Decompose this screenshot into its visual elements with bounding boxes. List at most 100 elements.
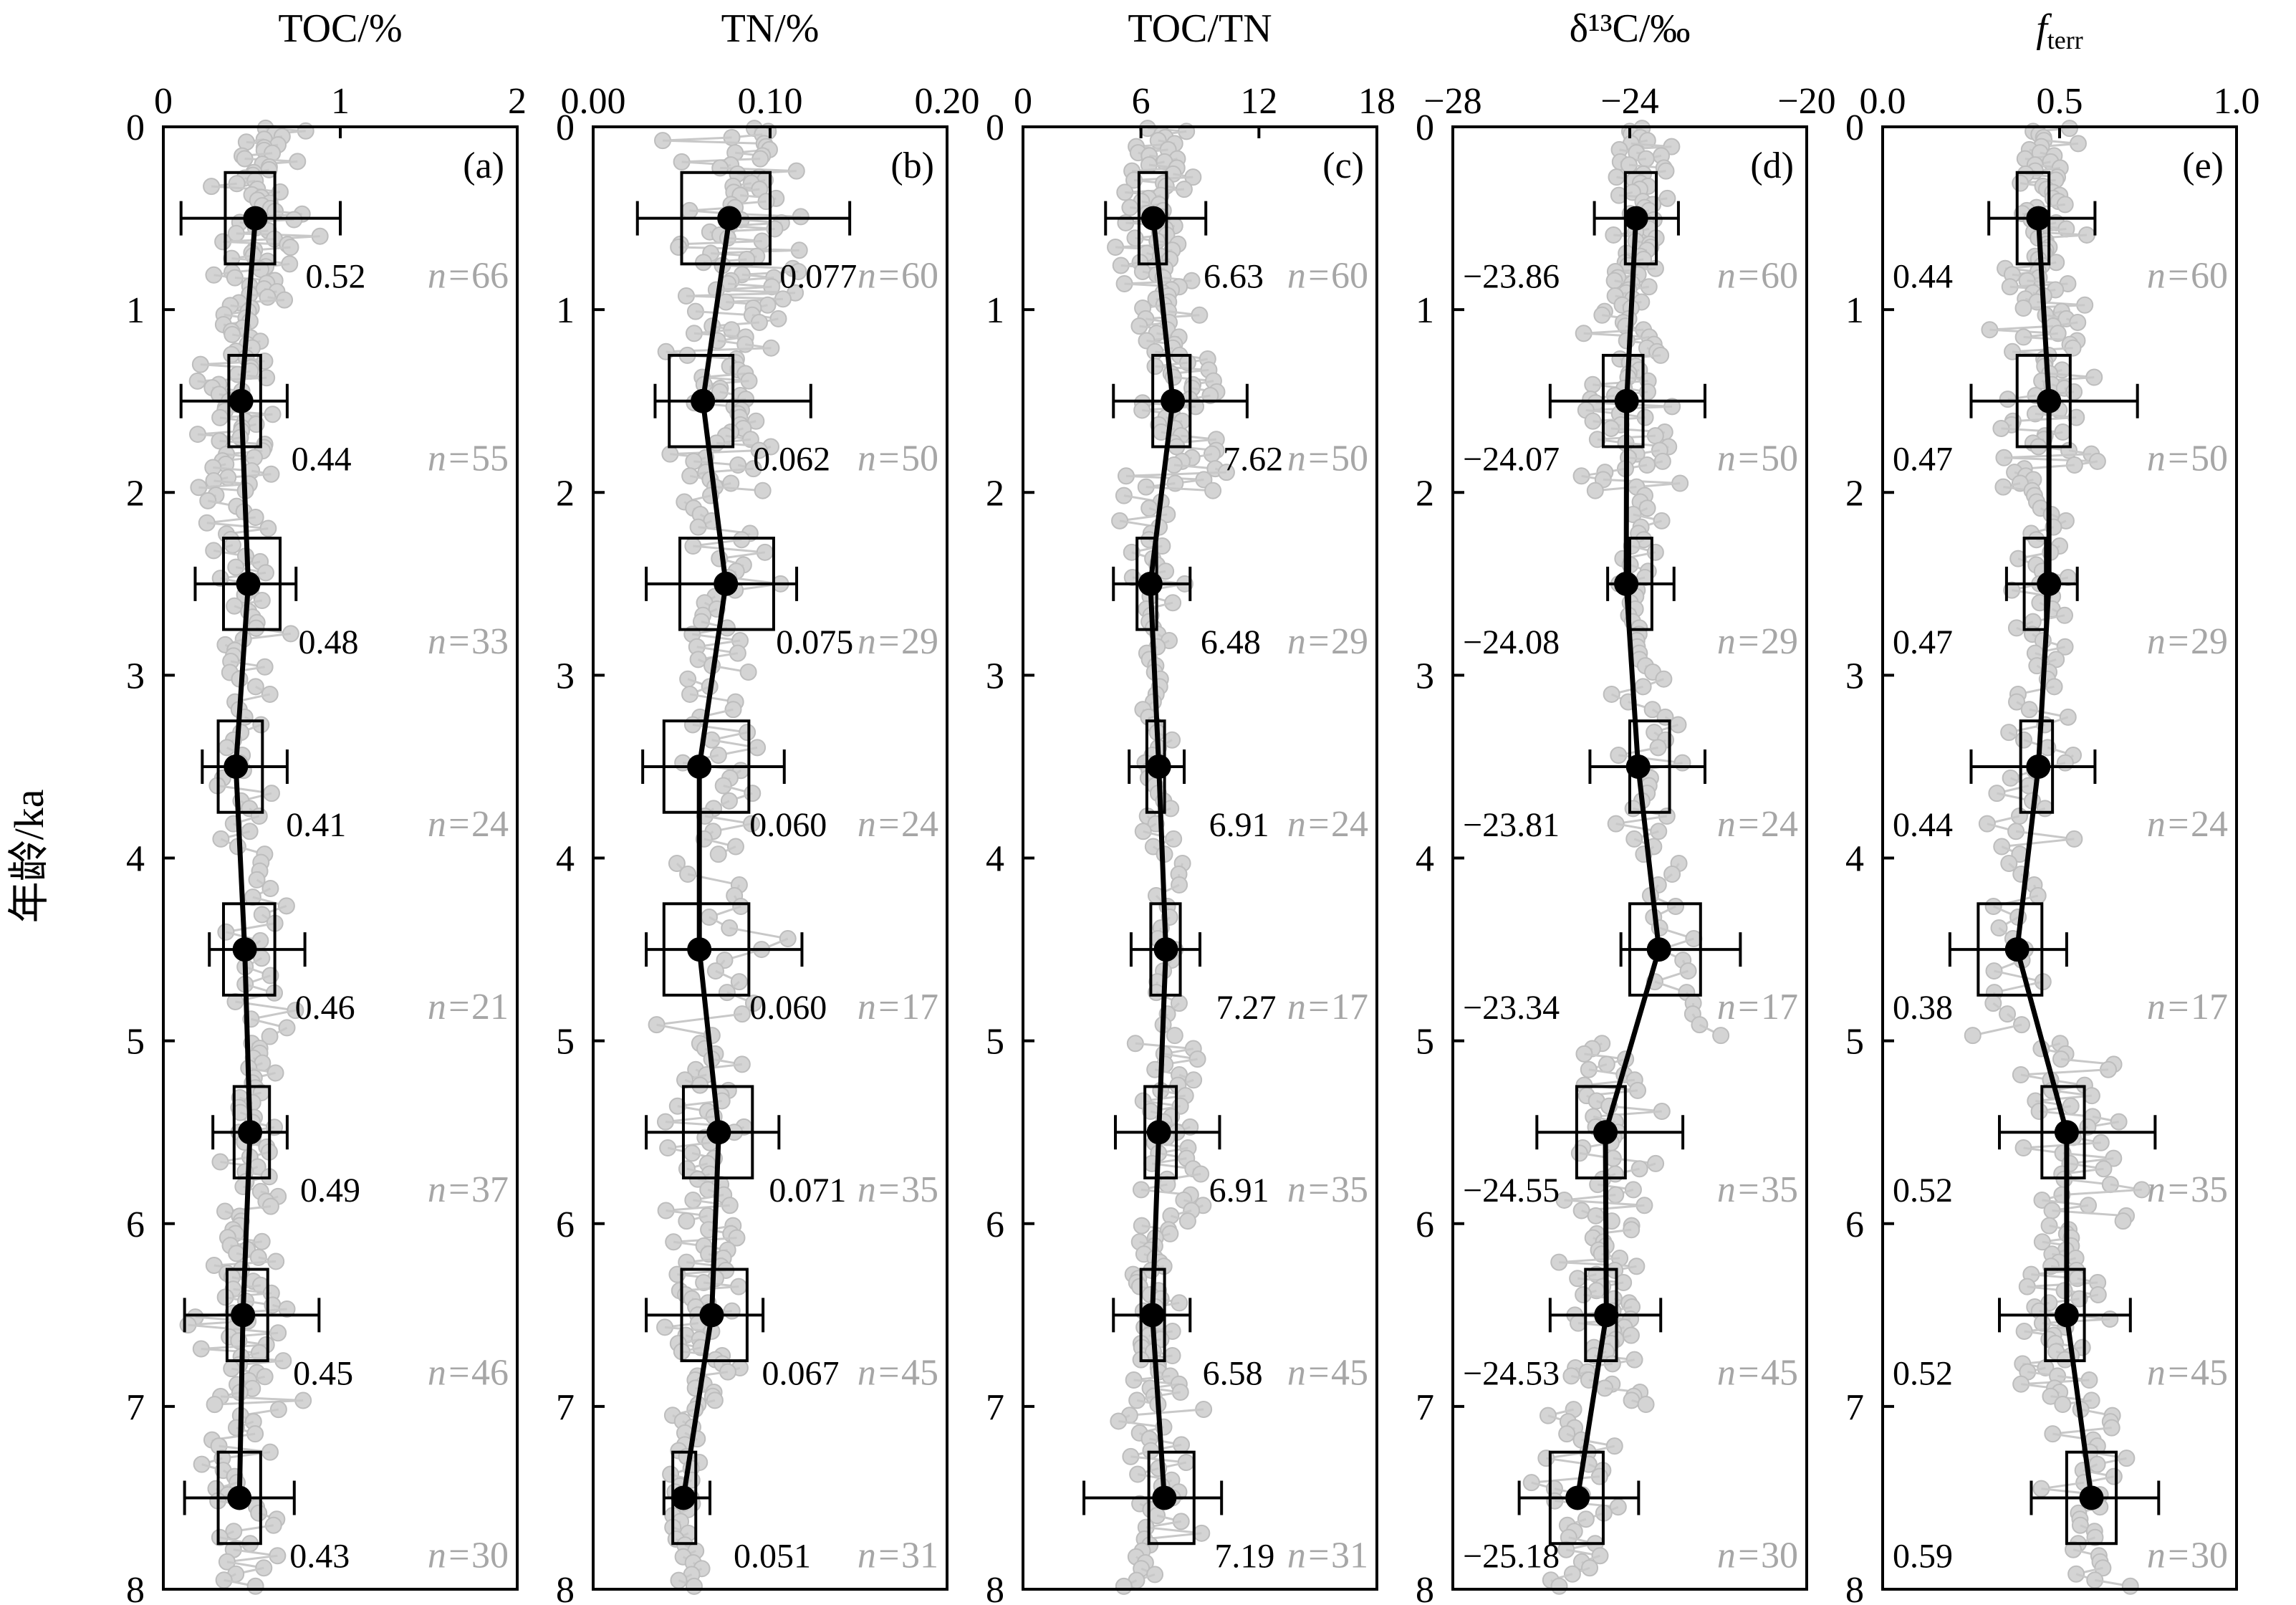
mean-point [243,206,268,231]
mean-line [2014,218,2094,1498]
panel-letter: (c) [1322,145,1364,186]
sample-link [678,246,799,251]
mean-point [231,1303,256,1328]
y-tick-label: 1 [556,290,575,331]
bin-2 [653,353,812,449]
bin-5 [645,902,804,997]
sample-count-value: 35 [1331,1169,1368,1210]
iqr-box [1628,902,1702,997]
mean-value-label: 6.48 [1201,623,1261,661]
iqr-box [678,537,775,631]
mean-value-label: 0.52 [1893,1172,1953,1209]
sample-count-value: 21 [471,987,509,1027]
sample-count-label: n=31 [858,1535,938,1576]
sample-count-label: n=35 [1287,1169,1368,1210]
iqr-box [2019,719,2055,814]
sample-count-label: n=37 [428,1169,509,1210]
sample-link [1531,1475,1600,1484]
sample-count-value: 24 [1331,804,1368,845]
bin-6 [211,1085,289,1179]
sample-count-label: n=24 [428,804,509,845]
mean-point [706,1120,731,1145]
mean-value-label: −25.18 [1463,1537,1560,1575]
mean-value-label: −23.86 [1463,258,1560,296]
iqr-box [1601,353,1645,449]
sample-link [1619,145,1672,151]
sample-count-label: n=33 [428,621,509,662]
sample-link [687,873,740,886]
sample-count-label: n=17 [1717,987,1798,1027]
sample-count-label: n=29 [858,621,938,662]
mean-value-label: 0.062 [753,441,830,479]
sample-count-value: 46 [471,1352,509,1393]
sample-link [206,522,269,530]
sample-point [1637,1396,1655,1414]
sample-link [1145,486,1214,492]
sample-count-value: 60 [1331,256,1368,297]
mean-point [691,388,716,413]
sample-count-value: 29 [901,621,938,662]
mean-point [2026,206,2051,231]
sample-link [214,1399,304,1406]
sample-link [2015,830,2075,840]
mean-line [233,218,258,1498]
sample-link [693,545,765,554]
sample-link [1583,332,1650,338]
x-tick-label: 0.5 [2037,81,2083,122]
mean-value-label: 0.41 [286,806,346,844]
panel-d: −23.86 n=60 −24.07 n=50 −24.08 n=29 −23.81 n=24… [1416,6,1836,1605]
y-tick-label: 5 [1845,1022,1864,1063]
y-tick-label: 3 [126,656,145,696]
mean-value-label: 0.071 [769,1172,846,1209]
sample-point [246,1577,264,1595]
mean-point [1614,388,1639,413]
sample-link [680,239,762,246]
mean-value-label: 0.060 [749,989,827,1027]
sample-link [2035,1094,2093,1102]
y-tick-label: 3 [1845,656,1864,696]
y-tick-label: 6 [126,1204,145,1245]
sample-link [2001,427,2063,433]
iqr-box [221,902,277,997]
mean-point [1594,1303,1619,1328]
mean-point [1646,937,1671,962]
sample-count-label: n=45 [1717,1352,1798,1393]
mean-value-label: 6.91 [1209,806,1269,844]
sample-link [1145,1526,1202,1535]
sample-count-label: n=60 [2147,256,2228,297]
x-tick-label: 1.0 [2214,81,2260,122]
y-tick-label: 8 [1845,1570,1864,1605]
sample-count-label: n=46 [428,1352,509,1393]
y-tick-label: 0 [1416,107,1434,148]
sample-point [685,1577,703,1595]
sample-point [261,1027,279,1045]
sample-point [709,845,727,863]
mean-point [2026,754,2051,779]
x-tick-label: −28 [1423,81,1481,122]
sample-count-label: n=24 [1717,804,1798,845]
sample-point [206,1396,224,1414]
mean-point [1140,206,1166,231]
sample-count-label: n=60 [858,256,938,297]
mean-value-label: −23.81 [1463,806,1560,844]
bin-8 [1082,1450,1224,1546]
sample-count-value: 66 [471,256,509,297]
sample-link [1129,1408,1204,1417]
mean-point [1161,388,1186,413]
sample-point [678,1212,696,1230]
mean-point [2054,1303,2079,1328]
x-tick-label: 0.00 [561,81,626,122]
sample-count-value: 35 [901,1169,938,1210]
mean-value-label: 0.43 [289,1537,350,1575]
iqr-box [2015,353,2072,449]
mean-value-label: −24.08 [1463,623,1560,661]
sample-count-label: n=21 [428,987,509,1027]
y-tick-label: 7 [1845,1387,1864,1428]
iqr-box [221,537,282,631]
sample-link [666,1204,730,1212]
sample-count-label: n=66 [428,256,509,297]
sample-link [1155,365,1209,371]
x-axis-title-subscript: terr [2047,26,2083,54]
x-tick-label: −20 [1777,81,1835,122]
